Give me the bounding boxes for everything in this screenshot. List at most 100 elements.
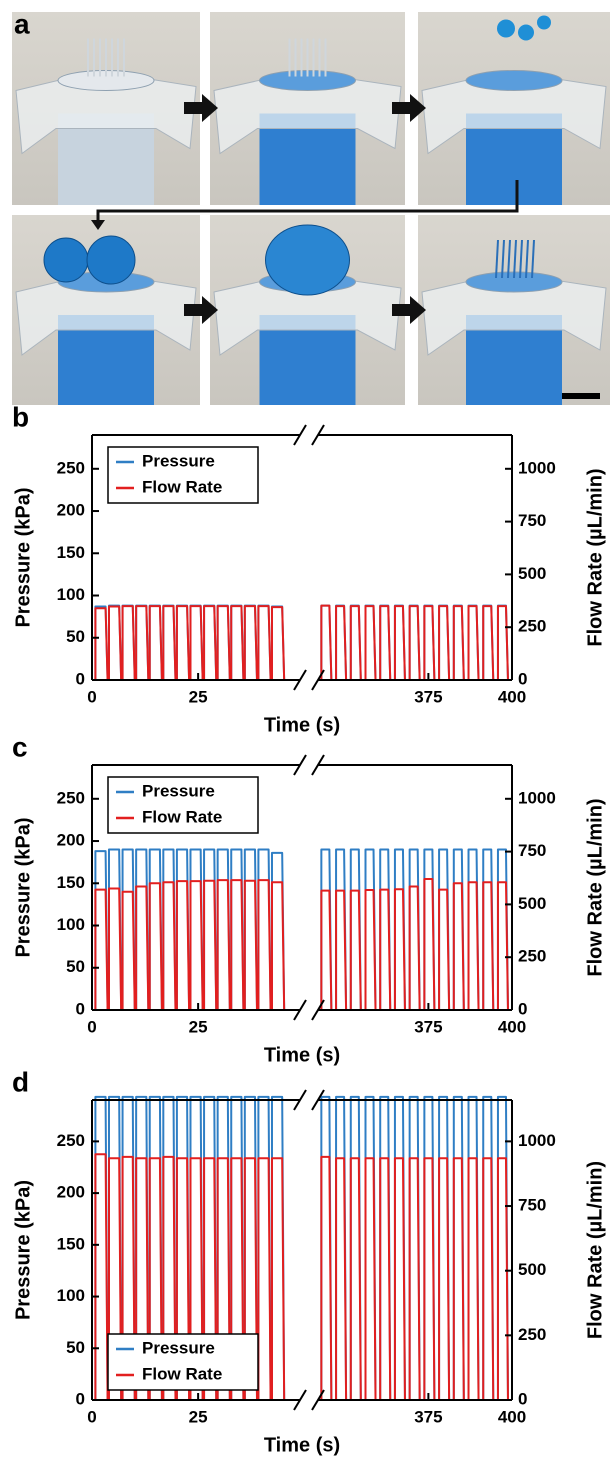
process-arrow: [392, 94, 426, 122]
connector-arrow: [96, 180, 519, 222]
pulse: [257, 1157, 272, 1401]
droplet: [537, 15, 551, 30]
pulse: [148, 605, 163, 681]
pulse: [257, 879, 272, 1011]
y-tick-label: 100: [57, 585, 85, 604]
y-tick-label: 50: [66, 957, 85, 976]
pulse: [379, 605, 392, 681]
y-tick-label: 100: [57, 1286, 85, 1305]
pulse: [496, 881, 509, 1011]
y-tick-label: 250: [57, 458, 85, 477]
axis-break: [311, 1089, 325, 1111]
pulse: [482, 1157, 495, 1401]
y2-tick-label: 500: [518, 564, 546, 583]
axis-break: [311, 754, 325, 776]
y2-tick-label: 250: [518, 1325, 546, 1344]
pulse: [94, 607, 109, 681]
axis-break: [311, 1389, 325, 1411]
pulse: [135, 885, 150, 1011]
pulse: [335, 1157, 348, 1401]
microneedle: [501, 239, 505, 279]
legend-label: Pressure: [142, 451, 215, 470]
x-axis-title: Time (s): [264, 714, 340, 736]
pulse: [94, 888, 109, 1011]
x-tick-label: 375: [414, 687, 442, 706]
y2-tick-label: 500: [518, 894, 546, 913]
y-axis-title: Pressure (kPa): [12, 1180, 34, 1320]
x-tick-label: 375: [414, 1407, 442, 1426]
photo: [418, 12, 610, 205]
pulse: [189, 1157, 204, 1401]
pulse: [135, 1157, 150, 1401]
axis-break: [311, 669, 325, 691]
process-arrow: [184, 296, 218, 324]
pulse: [175, 880, 191, 1011]
y-tick-label: 150: [57, 873, 85, 892]
y-tick-label: 150: [57, 1234, 85, 1253]
panel-label: a: [14, 8, 30, 39]
pulse: [216, 879, 231, 1011]
y-tick-label: 0: [76, 999, 85, 1018]
pulse: [175, 605, 191, 681]
microneedle: [531, 239, 535, 279]
microneedle: [525, 239, 529, 279]
pulse: [243, 605, 259, 681]
pulse: [364, 605, 377, 681]
x-tick-label: 25: [189, 687, 208, 706]
pulse: [408, 1157, 421, 1401]
y2-tick-label: 750: [518, 1196, 546, 1215]
axis-break: [293, 669, 307, 691]
pulse: [243, 879, 259, 1011]
pulse: [107, 605, 123, 681]
pulse: [364, 1157, 377, 1401]
microneedle: [495, 239, 499, 279]
pulse: [423, 878, 436, 1011]
x-tick-label: 0: [87, 1407, 96, 1426]
y-tick-label: 50: [66, 627, 85, 646]
pulse: [243, 1157, 259, 1401]
microneedle: [513, 239, 517, 279]
pulse: [203, 1157, 218, 1401]
x-axis-title: Time (s): [264, 1434, 340, 1456]
pulse: [230, 1157, 245, 1401]
pulse: [162, 881, 177, 1011]
x-axis-title: Time (s): [264, 1044, 340, 1066]
axis-break: [293, 754, 307, 776]
pulse: [320, 604, 333, 681]
y-axis-title: Pressure (kPa): [12, 487, 34, 627]
droplet: [518, 24, 534, 41]
pulse: [203, 879, 218, 1011]
pulse: [467, 605, 480, 681]
microneedle: [519, 239, 523, 279]
pulse: [189, 880, 204, 1011]
pulse: [452, 882, 465, 1011]
panel-label: d: [12, 1066, 29, 1097]
pulse: [496, 1157, 509, 1401]
pulse: [107, 1157, 123, 1401]
droplet: [86, 235, 136, 285]
process-arrow: [392, 296, 426, 324]
x-tick-label: 25: [189, 1017, 208, 1036]
pulse: [408, 885, 421, 1011]
scale-bar: [562, 393, 600, 399]
pulse: [393, 605, 406, 681]
pulse: [408, 605, 421, 681]
pulse: [162, 605, 177, 681]
pulse: [482, 881, 495, 1011]
pulse: [107, 887, 123, 1011]
pulse: [270, 606, 286, 681]
legend-box: [107, 1333, 259, 1391]
panel-label: c: [12, 731, 28, 762]
x-tick-label: 25: [189, 1407, 208, 1426]
y-tick-label: 100: [57, 915, 85, 934]
y2-axis-title: Flow Rate (µL/min): [584, 468, 606, 646]
y2-tick-label: 500: [518, 1260, 546, 1279]
pulse: [452, 1157, 465, 1401]
photo: [210, 215, 405, 405]
pulse: [121, 605, 136, 681]
pulse: [216, 1157, 231, 1401]
axis-break: [293, 1389, 307, 1411]
pulse: [349, 605, 362, 681]
y2-tick-label: 750: [518, 841, 546, 860]
